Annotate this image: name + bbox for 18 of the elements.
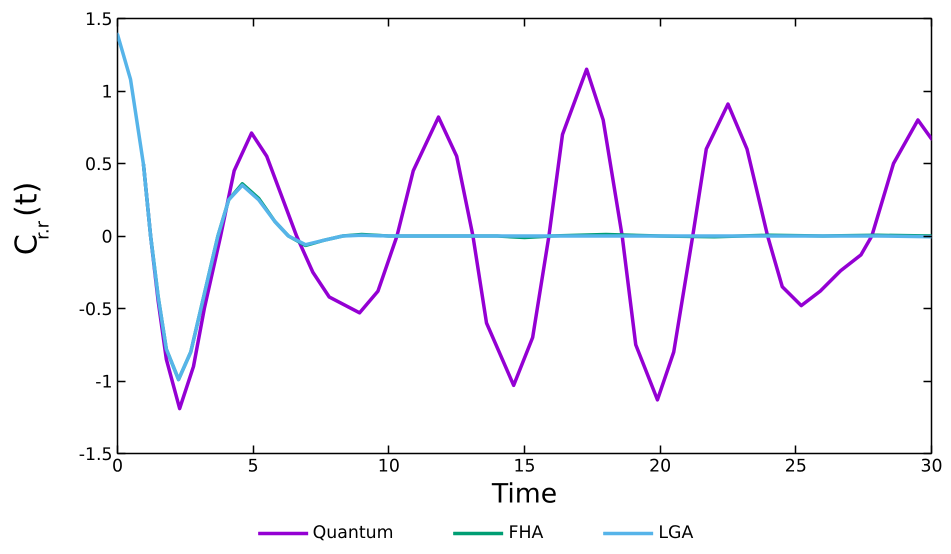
x-tick-label: 15 bbox=[513, 456, 536, 476]
x-tick-label: 5 bbox=[248, 456, 259, 476]
x-tick-label: 20 bbox=[649, 456, 672, 476]
x-tick-label: 30 bbox=[920, 456, 943, 476]
y-tick-label: 1.5 bbox=[84, 10, 113, 30]
legend-label: FHA bbox=[508, 523, 544, 543]
x-tick-label: 10 bbox=[378, 456, 400, 476]
y-tick-label: 0 bbox=[101, 228, 113, 248]
y-tick-label: 1 bbox=[101, 82, 113, 102]
x-axis-title: Time bbox=[490, 478, 558, 510]
legend-label: Quantum bbox=[312, 523, 394, 543]
legend-label: LGA bbox=[658, 523, 694, 543]
y-tick-label: -1.5 bbox=[78, 445, 112, 465]
y-tick-label: -1 bbox=[95, 372, 113, 392]
x-tick-label: 25 bbox=[784, 456, 807, 476]
y-tick-label: 0.5 bbox=[84, 155, 113, 175]
y-axis-title: Cr.r(t) bbox=[10, 182, 54, 256]
y-tick-label: -0.5 bbox=[78, 300, 112, 320]
